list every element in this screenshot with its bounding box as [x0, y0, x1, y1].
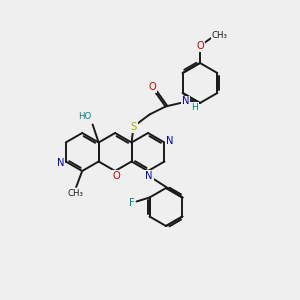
Text: O: O [149, 82, 156, 92]
Text: CH₃: CH₃ [67, 188, 83, 197]
Text: N: N [182, 97, 189, 106]
Text: H: H [191, 103, 198, 112]
Text: N: N [57, 158, 64, 167]
Text: HO: HO [78, 112, 91, 121]
Text: F: F [129, 197, 134, 208]
Text: N: N [145, 171, 153, 181]
Text: O: O [196, 41, 204, 51]
Text: N: N [166, 136, 173, 146]
Text: O: O [112, 171, 120, 181]
Text: S: S [130, 122, 137, 131]
Text: CH₃: CH₃ [212, 31, 228, 40]
